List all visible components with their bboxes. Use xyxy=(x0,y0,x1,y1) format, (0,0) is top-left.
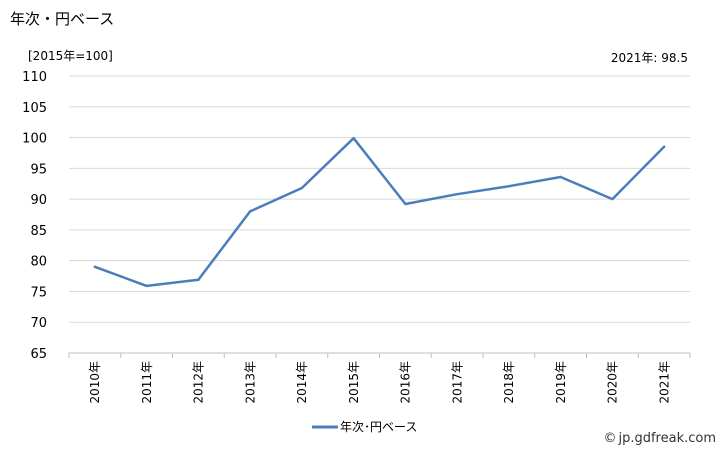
data-point xyxy=(352,136,355,140)
x-tick-label: 2021年 xyxy=(657,361,671,404)
x-tick-label: 2012年 xyxy=(192,361,206,404)
x-tick-label: 2019年 xyxy=(554,361,568,404)
data-point xyxy=(455,192,459,196)
x-tick-label: 2013年 xyxy=(243,361,257,404)
data-point xyxy=(662,145,666,148)
unit-note: [2015年=100] xyxy=(28,49,113,63)
data-point xyxy=(559,175,562,179)
x-tick-label: 2020年 xyxy=(606,361,620,404)
credit-text: jp.gdfreak.com xyxy=(618,431,716,446)
data-point xyxy=(507,184,511,188)
data-point xyxy=(248,210,252,213)
latest-value-note: 2021年: 98.5 xyxy=(610,51,688,65)
y-tick-label: 80 xyxy=(30,255,47,270)
y-tick-label: 65 xyxy=(30,347,47,362)
data-point xyxy=(145,284,148,288)
data-point xyxy=(93,265,97,269)
y-tick-label: 70 xyxy=(30,316,47,331)
x-tick-label: 2011年 xyxy=(140,361,154,404)
y-tick-label: 85 xyxy=(30,224,47,239)
copyright-icon: © xyxy=(603,431,617,446)
x-tick-label: 2016年 xyxy=(399,361,413,404)
legend-label: 年次･円ベース xyxy=(340,420,417,434)
data-point xyxy=(404,202,407,206)
y-tick-label: 105 xyxy=(22,101,47,116)
x-tick-label: 2018年 xyxy=(502,361,516,404)
data-point xyxy=(611,197,614,201)
x-tick-label: 2017年 xyxy=(450,361,464,404)
x-tick-label: 2014年 xyxy=(295,361,309,404)
chart-title: 年次・円ベース xyxy=(10,10,115,28)
y-tick-label: 110 xyxy=(22,70,47,85)
series-line xyxy=(93,136,666,288)
data-point xyxy=(300,186,304,190)
x-tick-label: 2010年 xyxy=(88,361,102,404)
y-tick-label: 90 xyxy=(30,193,47,208)
y-tick-label: 95 xyxy=(30,162,47,177)
data-point xyxy=(197,278,200,281)
y-tick-label: 75 xyxy=(30,285,47,300)
site-credit[interactable]: © jp.gdfreak.com xyxy=(603,431,716,446)
x-tick-label: 2015年 xyxy=(347,361,361,404)
y-tick-label: 100 xyxy=(22,132,47,147)
